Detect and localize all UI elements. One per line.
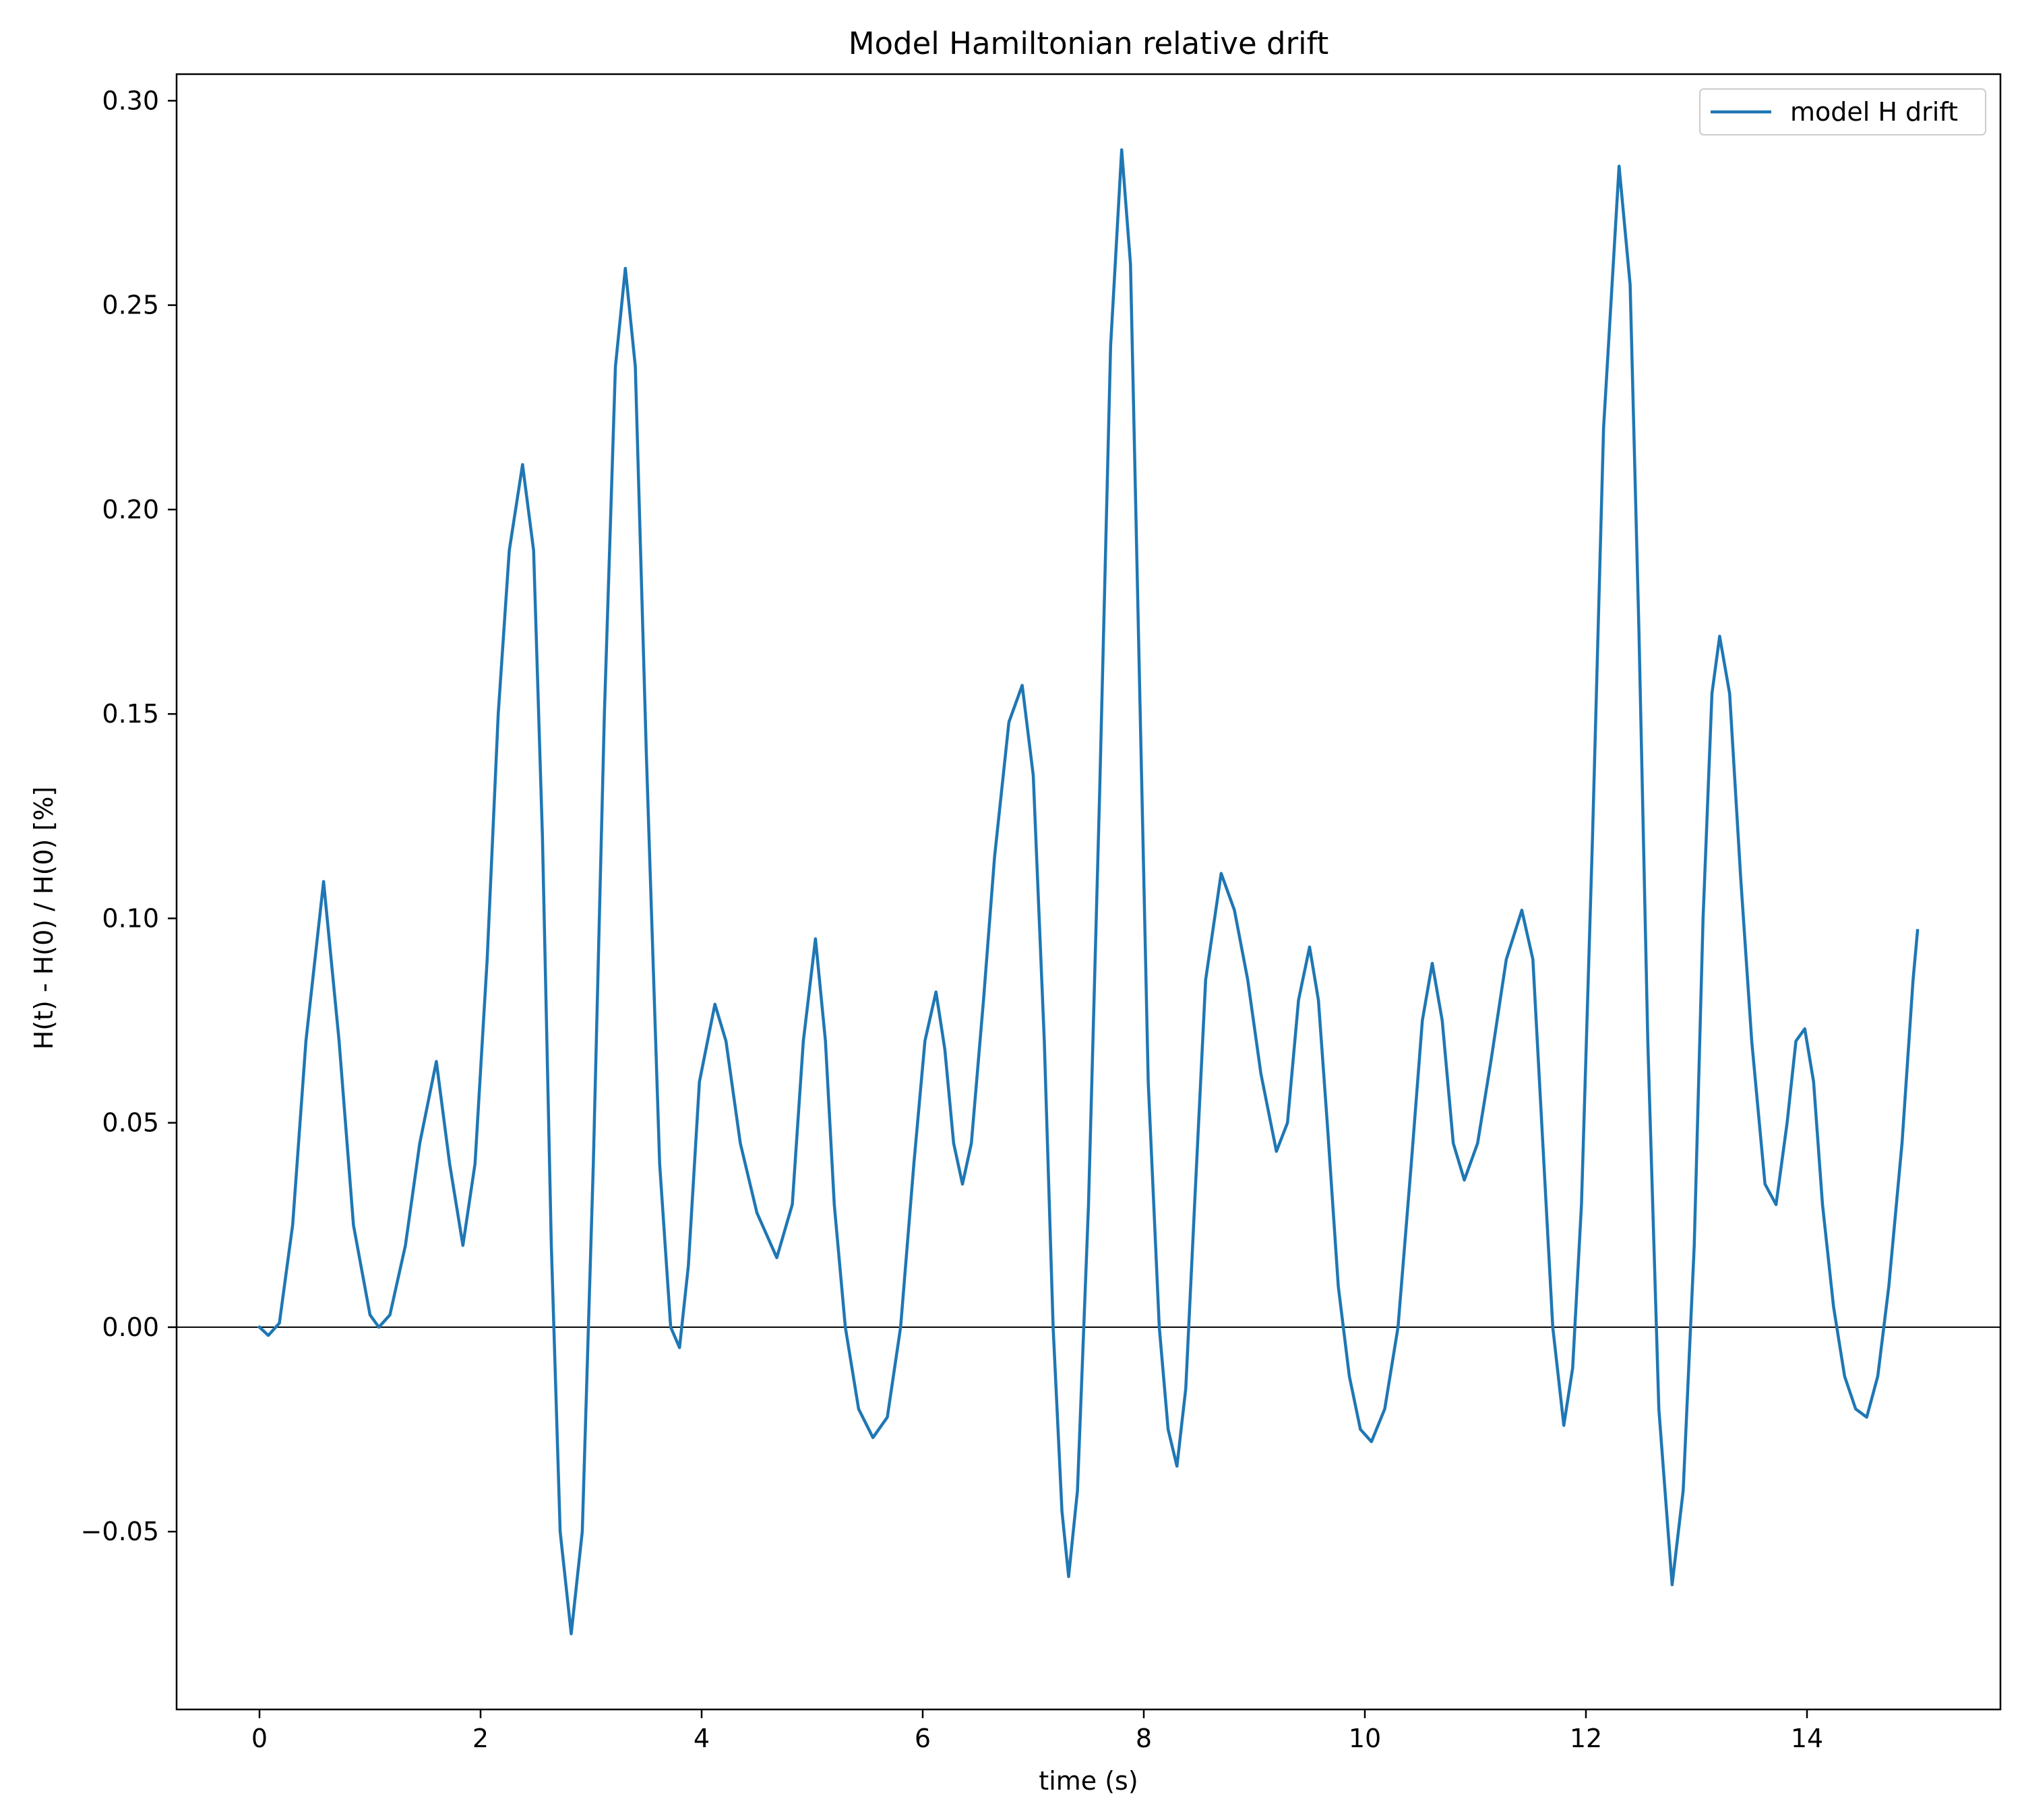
- y-tick-label: 0.05: [102, 1108, 159, 1138]
- y-tick-label: 0.25: [102, 291, 159, 320]
- x-tick-label: 12: [1570, 1724, 1602, 1753]
- y-tick-label: 0.20: [102, 495, 159, 524]
- y-axis-label: H(t) - H(0) / H(0) [%]: [29, 787, 59, 1050]
- y-tick-label: 0.10: [102, 903, 159, 933]
- x-tick-label: 2: [472, 1724, 489, 1753]
- y-tick-label: −0.05: [81, 1517, 159, 1546]
- x-axis-label: time (s): [1039, 1766, 1138, 1796]
- x-tick-label: 14: [1791, 1724, 1823, 1753]
- legend-box: [1699, 88, 1986, 135]
- x-tick-label: 4: [694, 1724, 710, 1753]
- y-tick-label: 0.30: [102, 86, 159, 115]
- chart-title: Model Hamiltonian relative drift: [849, 26, 1329, 61]
- plot-area: 0 2 4 6 8 10 12 14 −0.05 0.00 0.05 0.10 0.15 0.20 0.25…: [81, 73, 2002, 1753]
- legend-label: model H drift: [1790, 97, 1958, 127]
- x-tick-label: 8: [1136, 1724, 1152, 1753]
- y-tick-label: 0.15: [102, 699, 159, 729]
- x-tick-label: 0: [251, 1724, 268, 1753]
- x-tick-label: 6: [915, 1724, 931, 1753]
- series-line-0: [257, 148, 1920, 1636]
- x-tick-label: 10: [1349, 1724, 1381, 1753]
- axes-frame: [175, 73, 2002, 1711]
- y-tick-label: 0.00: [102, 1312, 159, 1342]
